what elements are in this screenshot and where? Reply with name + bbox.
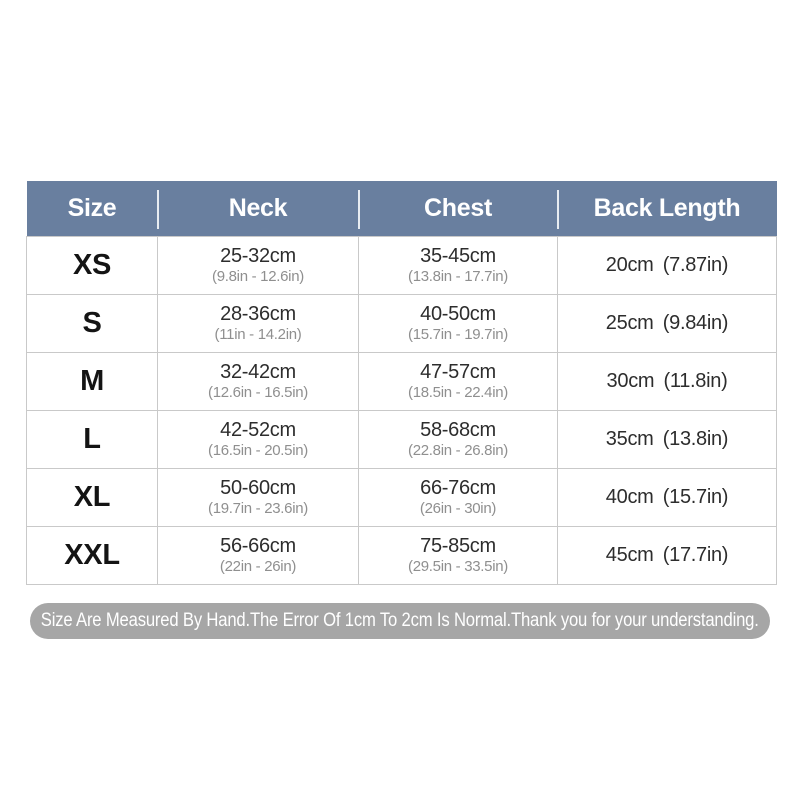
chest-cell: 66-76cm (26in - 30in) (358, 467, 558, 527)
measurement-note: Size Are Measured By Hand.The Error Of 1… (30, 603, 770, 639)
chest-cm-value: 47-57cm (420, 361, 496, 383)
neck-cm-value: 28-36cm (220, 303, 296, 325)
chest-in-value: (29.5in - 33.5in) (408, 558, 508, 575)
table-row-l: L 42-52cm (16.5in - 20.5in) 58-68cm (22.… (26, 409, 777, 469)
neck-in-value: (22in - 26in) (219, 558, 297, 575)
neck-cm-value: 50-60cm (220, 477, 296, 499)
chest-cm-value: 35-45cm (420, 245, 496, 267)
back-length-value: 20cm (7.87in) (557, 235, 777, 295)
size-label: M (26, 351, 158, 411)
neck-cell: 32-42cm (12.6in - 16.5in) (157, 351, 359, 411)
table-row-xxl: XXL 56-66cm (22in - 26in) 75-85cm (29.5i… (26, 525, 777, 585)
table-row-s: S 28-36cm (11in - 14.2in) 40-50cm (15.7i… (26, 293, 777, 353)
chest-in-value: (18.5in - 22.4in) (408, 384, 508, 401)
neck-in-value: (11in - 14.2in) (214, 326, 302, 343)
size-label: XL (26, 467, 158, 527)
chest-cm-value: 66-76cm (420, 477, 496, 499)
chest-cell: 40-50cm (15.7in - 19.7in) (358, 293, 558, 353)
size-chart-table: Size Neck Chest Back Length XS 25-32cm (… (26, 181, 777, 585)
size-label: S (26, 293, 158, 353)
measurement-note-text: Size Are Measured By Hand.The Error Of 1… (41, 610, 759, 631)
column-header-neck: Neck (156, 181, 359, 236)
chest-in-value: (26in - 30in) (419, 500, 497, 517)
size-label: XS (26, 235, 158, 295)
back-length-value: 45cm (17.7in) (557, 525, 777, 585)
chest-in-value: (13.8in - 17.7in) (408, 268, 508, 285)
header-row: Size Neck Chest Back Length (26, 181, 777, 236)
neck-cell: 50-60cm (19.7in - 23.6in) (157, 467, 359, 527)
chest-cm-value: 58-68cm (420, 419, 496, 441)
chest-cell: 47-57cm (18.5in - 22.4in) (358, 351, 558, 411)
chest-in-value: (15.7in - 19.7in) (408, 326, 508, 343)
neck-cell: 25-32cm (9.8in - 12.6in) (157, 235, 359, 295)
chest-cell: 35-45cm (13.8in - 17.7in) (358, 235, 558, 295)
column-header-size: Size (26, 181, 158, 236)
chest-cell: 58-68cm (22.8in - 26.8in) (358, 409, 558, 469)
neck-cm-value: 56-66cm (220, 535, 296, 557)
neck-in-value: (16.5in - 20.5in) (208, 442, 308, 459)
neck-cm-value: 25-32cm (220, 245, 296, 267)
neck-cell: 28-36cm (11in - 14.2in) (157, 293, 359, 353)
back-length-value: 35cm (13.8in) (557, 409, 777, 469)
size-label: L (26, 409, 158, 469)
neck-in-value: (9.8in - 12.6in) (212, 268, 304, 285)
neck-cm-value: 32-42cm (220, 361, 296, 383)
back-length-value: 30cm (11.8in) (557, 351, 777, 411)
chest-cm-value: 75-85cm (420, 535, 496, 557)
back-length-value: 40cm (15.7in) (557, 467, 777, 527)
neck-cell: 42-52cm (16.5in - 20.5in) (157, 409, 359, 469)
table-row-m: M 32-42cm (12.6in - 16.5in) 47-57cm (18.… (26, 351, 777, 411)
neck-in-value: (12.6in - 16.5in) (208, 384, 308, 401)
neck-cell: 56-66cm (22in - 26in) (157, 525, 359, 585)
table-row-xl: XL 50-60cm (19.7in - 23.6in) 66-76cm (26… (26, 467, 777, 527)
column-header-chest: Chest (357, 181, 558, 236)
table-row-xs: XS 25-32cm (9.8in - 12.6in) 35-45cm (13.… (26, 235, 777, 295)
neck-in-value: (19.7in - 23.6in) (208, 500, 308, 517)
chest-cm-value: 40-50cm (420, 303, 496, 325)
neck-cm-value: 42-52cm (220, 419, 296, 441)
chest-cell: 75-85cm (29.5in - 33.5in) (358, 525, 558, 585)
size-label: XXL (26, 525, 158, 585)
column-header-back-length: Back Length (556, 181, 777, 236)
chest-in-value: (22.8in - 26.8in) (408, 442, 508, 459)
back-length-value: 25cm (9.84in) (557, 293, 777, 353)
